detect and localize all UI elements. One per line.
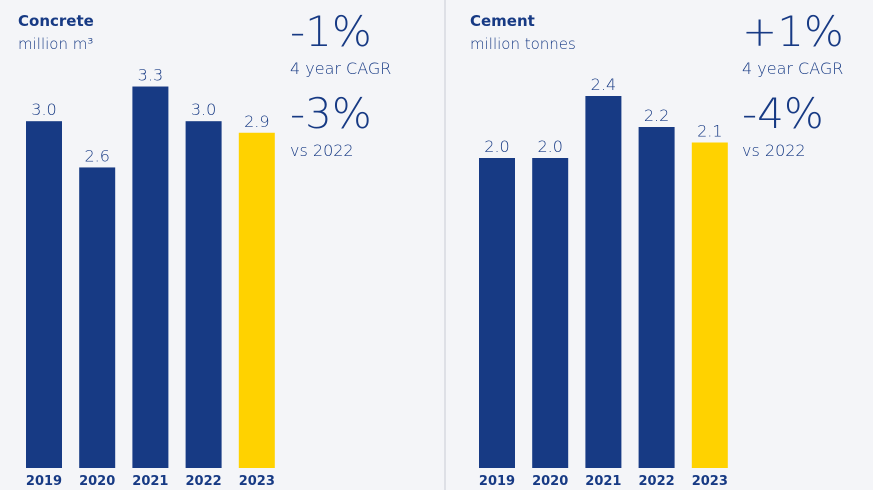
bar xyxy=(26,121,62,468)
bar xyxy=(638,127,675,468)
value-label: 3.3 xyxy=(138,66,163,85)
chart-title: Cement xyxy=(470,12,535,30)
value-label: 2.1 xyxy=(697,122,722,141)
x-tick-label: 2022 xyxy=(639,474,675,489)
chart-subtitle: million tonnes xyxy=(470,35,576,53)
bar xyxy=(479,158,515,468)
x-tick-label: 2019 xyxy=(479,474,515,489)
x-tick-label: 2021 xyxy=(132,474,168,489)
chart-title: Concrete xyxy=(18,12,94,30)
x-tick-label: 2020 xyxy=(532,474,568,489)
x-tick-label: 2023 xyxy=(239,474,275,489)
annotation: vs 2022 xyxy=(290,141,354,160)
value-label: 2.6 xyxy=(84,146,109,165)
annotation: 4 year CAGR xyxy=(742,59,843,78)
x-tick-label: 2020 xyxy=(79,474,115,489)
value-label: 3.0 xyxy=(31,100,56,119)
value-label: 2.0 xyxy=(484,137,509,156)
bar xyxy=(79,167,116,468)
bar xyxy=(185,121,222,468)
value-label: 2.9 xyxy=(244,112,269,131)
annotation: -4% xyxy=(742,89,824,138)
bar xyxy=(691,142,728,468)
bar xyxy=(585,96,622,468)
annotation: -3% xyxy=(290,89,372,138)
bar xyxy=(238,132,275,468)
x-tick-label: 2022 xyxy=(186,474,222,489)
x-tick-label: 2021 xyxy=(585,474,621,489)
value-label: 2.4 xyxy=(591,75,616,94)
annotation: +1% xyxy=(742,7,844,56)
x-tick-label: 2023 xyxy=(692,474,728,489)
value-label: 2.2 xyxy=(644,106,669,125)
annotation: vs 2022 xyxy=(742,141,806,160)
annotation: 4 year CAGR xyxy=(290,59,391,78)
value-label: 2.0 xyxy=(537,137,562,156)
x-tick-label: 2019 xyxy=(26,474,62,489)
chart-subtitle: million m³ xyxy=(18,35,93,53)
annotation: -1% xyxy=(290,7,372,56)
value-label: 3.0 xyxy=(191,100,216,119)
bar xyxy=(532,158,569,468)
bar xyxy=(132,86,169,469)
